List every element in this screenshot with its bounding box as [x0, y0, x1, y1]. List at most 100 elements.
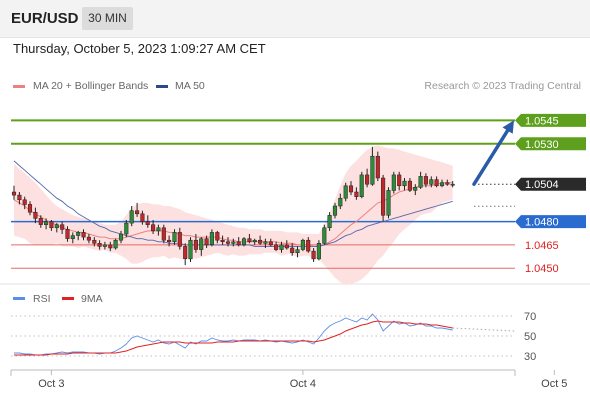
- forecast-arrow: [472, 120, 514, 186]
- candlesticks: [11, 146, 455, 266]
- level-tag-text: 1.0504: [525, 179, 559, 191]
- header-bar: EUR/USD 30 MIN: [0, 0, 590, 38]
- candle: [268, 238, 273, 247]
- candle-body-up: [129, 210, 134, 224]
- candle: [418, 171, 423, 189]
- candle: [231, 238, 236, 247]
- level-tag-text: 1.0545: [525, 115, 559, 127]
- candle-body-up: [327, 215, 332, 228]
- candle-body-down: [161, 227, 166, 241]
- rsi-ma-legend-swatch: [62, 297, 74, 300]
- candle: [258, 235, 263, 245]
- candle-body-up: [188, 239, 193, 260]
- candle: [140, 210, 145, 225]
- rsi-pane: 70 50 30: [11, 311, 536, 363]
- candle-body-up: [300, 239, 305, 250]
- candle-body-up: [316, 243, 321, 260]
- candle-body-up: [391, 174, 396, 191]
- candle: [209, 229, 214, 247]
- candle-body-down: [33, 211, 38, 219]
- level-tag-box: [515, 215, 586, 229]
- candle-body-down: [193, 239, 198, 250]
- candle: [81, 229, 86, 241]
- candle: [241, 237, 247, 247]
- candle: [348, 181, 354, 196]
- rsi-legend-label: RSI: [33, 293, 51, 305]
- candle-body-down: [183, 246, 188, 260]
- candle: [44, 218, 49, 230]
- candle: [76, 230, 81, 241]
- candle: [327, 212, 332, 231]
- candle-body-down: [220, 239, 225, 243]
- level-tag-text: 1.0530: [525, 139, 559, 151]
- credit-text: Research © 2023 Trading Central: [424, 80, 581, 92]
- candle-body-down: [381, 177, 386, 216]
- candle-body-up: [113, 239, 118, 249]
- candle: [183, 243, 188, 266]
- candle: [386, 187, 391, 219]
- candle-body-down: [348, 185, 354, 193]
- rsi-tick-label: 70: [524, 311, 536, 323]
- candle: [263, 238, 268, 248]
- candle: [407, 178, 412, 192]
- candle-body-down: [167, 239, 172, 243]
- x-axis-label: Oct 3: [38, 378, 64, 390]
- candle-body-down: [434, 179, 439, 187]
- candle: [284, 240, 289, 250]
- candle: [65, 226, 70, 242]
- candle: [22, 196, 27, 210]
- candle: [359, 171, 364, 199]
- candle: [11, 185, 17, 200]
- candle-body-down: [365, 174, 370, 185]
- candle-body-up: [209, 232, 214, 246]
- candle-body-up: [252, 239, 257, 243]
- candle: [445, 179, 450, 186]
- timeframe-badge[interactable]: 30 MIN: [82, 7, 133, 30]
- candle-body-down: [274, 244, 279, 250]
- candle-body-up: [450, 183, 455, 186]
- candle: [215, 230, 220, 244]
- rsi-line: [14, 313, 453, 356]
- level-tag-support: 1.0465: [525, 240, 559, 252]
- candle-body-down: [145, 221, 150, 225]
- candle-body-down: [354, 191, 359, 197]
- timestamp: Thursday, October 5, 2023 1:09:27 AM CET: [13, 41, 266, 56]
- candle-body-up: [338, 197, 343, 207]
- candle: [108, 241, 113, 252]
- candle-body-down: [108, 244, 113, 249]
- candle-body-down: [215, 232, 220, 241]
- candle: [54, 223, 59, 233]
- candle-body-down: [86, 236, 91, 241]
- candle-body-up: [429, 179, 434, 185]
- candle: [338, 193, 343, 210]
- candle: [220, 235, 225, 245]
- level-tag-target: 1.0545: [515, 113, 586, 127]
- candle: [92, 237, 97, 247]
- candle: [167, 235, 172, 247]
- candle: [199, 237, 204, 256]
- candle-body-down: [423, 176, 428, 185]
- candle: [118, 230, 124, 244]
- x-axis-label: Oct 4: [290, 378, 316, 390]
- candle-body-up: [343, 185, 348, 199]
- candle: [102, 241, 107, 250]
- candle: [33, 207, 38, 224]
- level-tag-box: [515, 137, 586, 151]
- candle-body-down: [135, 210, 140, 215]
- candle: [274, 241, 279, 252]
- candle: [322, 224, 327, 245]
- candle: [193, 234, 198, 253]
- candle-body-down: [306, 239, 311, 252]
- candle: [311, 248, 316, 262]
- candle: [129, 206, 134, 227]
- candle: [354, 187, 359, 200]
- candle-body-down: [49, 221, 54, 229]
- level-tag-text: 1.0450: [525, 263, 559, 275]
- candle-body-up: [231, 241, 236, 244]
- candle: [97, 240, 102, 250]
- ma50-legend-label: MA 50: [175, 80, 205, 92]
- candle: [413, 184, 418, 196]
- candle-body-up: [70, 235, 75, 239]
- candle: [391, 171, 396, 194]
